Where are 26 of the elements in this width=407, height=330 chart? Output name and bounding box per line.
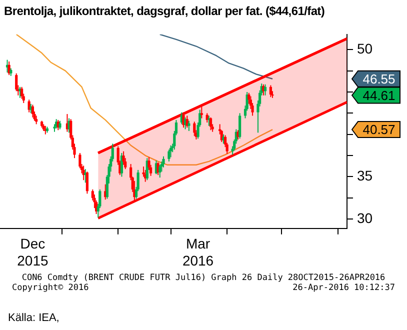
candlestick [238,112,242,140]
candlestick [269,84,272,98]
candlestick [182,112,185,128]
candlestick [158,164,162,178]
candlestick [188,120,190,132]
candlestick [200,104,203,119]
candlestick [86,171,89,194]
text: Källa: IEA, [8,312,60,324]
text: 46.55 [362,71,396,86]
candlestick [20,86,24,100]
text: 40.57 [362,122,396,138]
text: 26-Apr-2016 10:12:37 [292,283,395,293]
x-tick-label: Mar 2016 [182,236,214,268]
text: Copyright© 2016 [12,283,89,293]
candlestick [264,84,267,96]
text: CON6 Comdty (BRENT CRUDE FUTR Jul16) Graph 26 Daily 28OCT2015-26APR2016 [20,273,386,283]
y-tick-label: 35 [357,168,373,184]
candlestick [209,116,212,131]
candlestick [193,121,196,137]
y-tick-label: 30 [357,210,373,226]
x-tick-label: Dec 2015 [17,236,48,268]
text: 44.61 [362,88,396,103]
candlestick [15,72,18,92]
y-tick-label: 50 [357,40,373,57]
candlestick [162,156,165,168]
chart-title: Brentolja, julikontraktet, dagsgraf, dollar per fat. ($44,61/fat) [4,4,325,18]
